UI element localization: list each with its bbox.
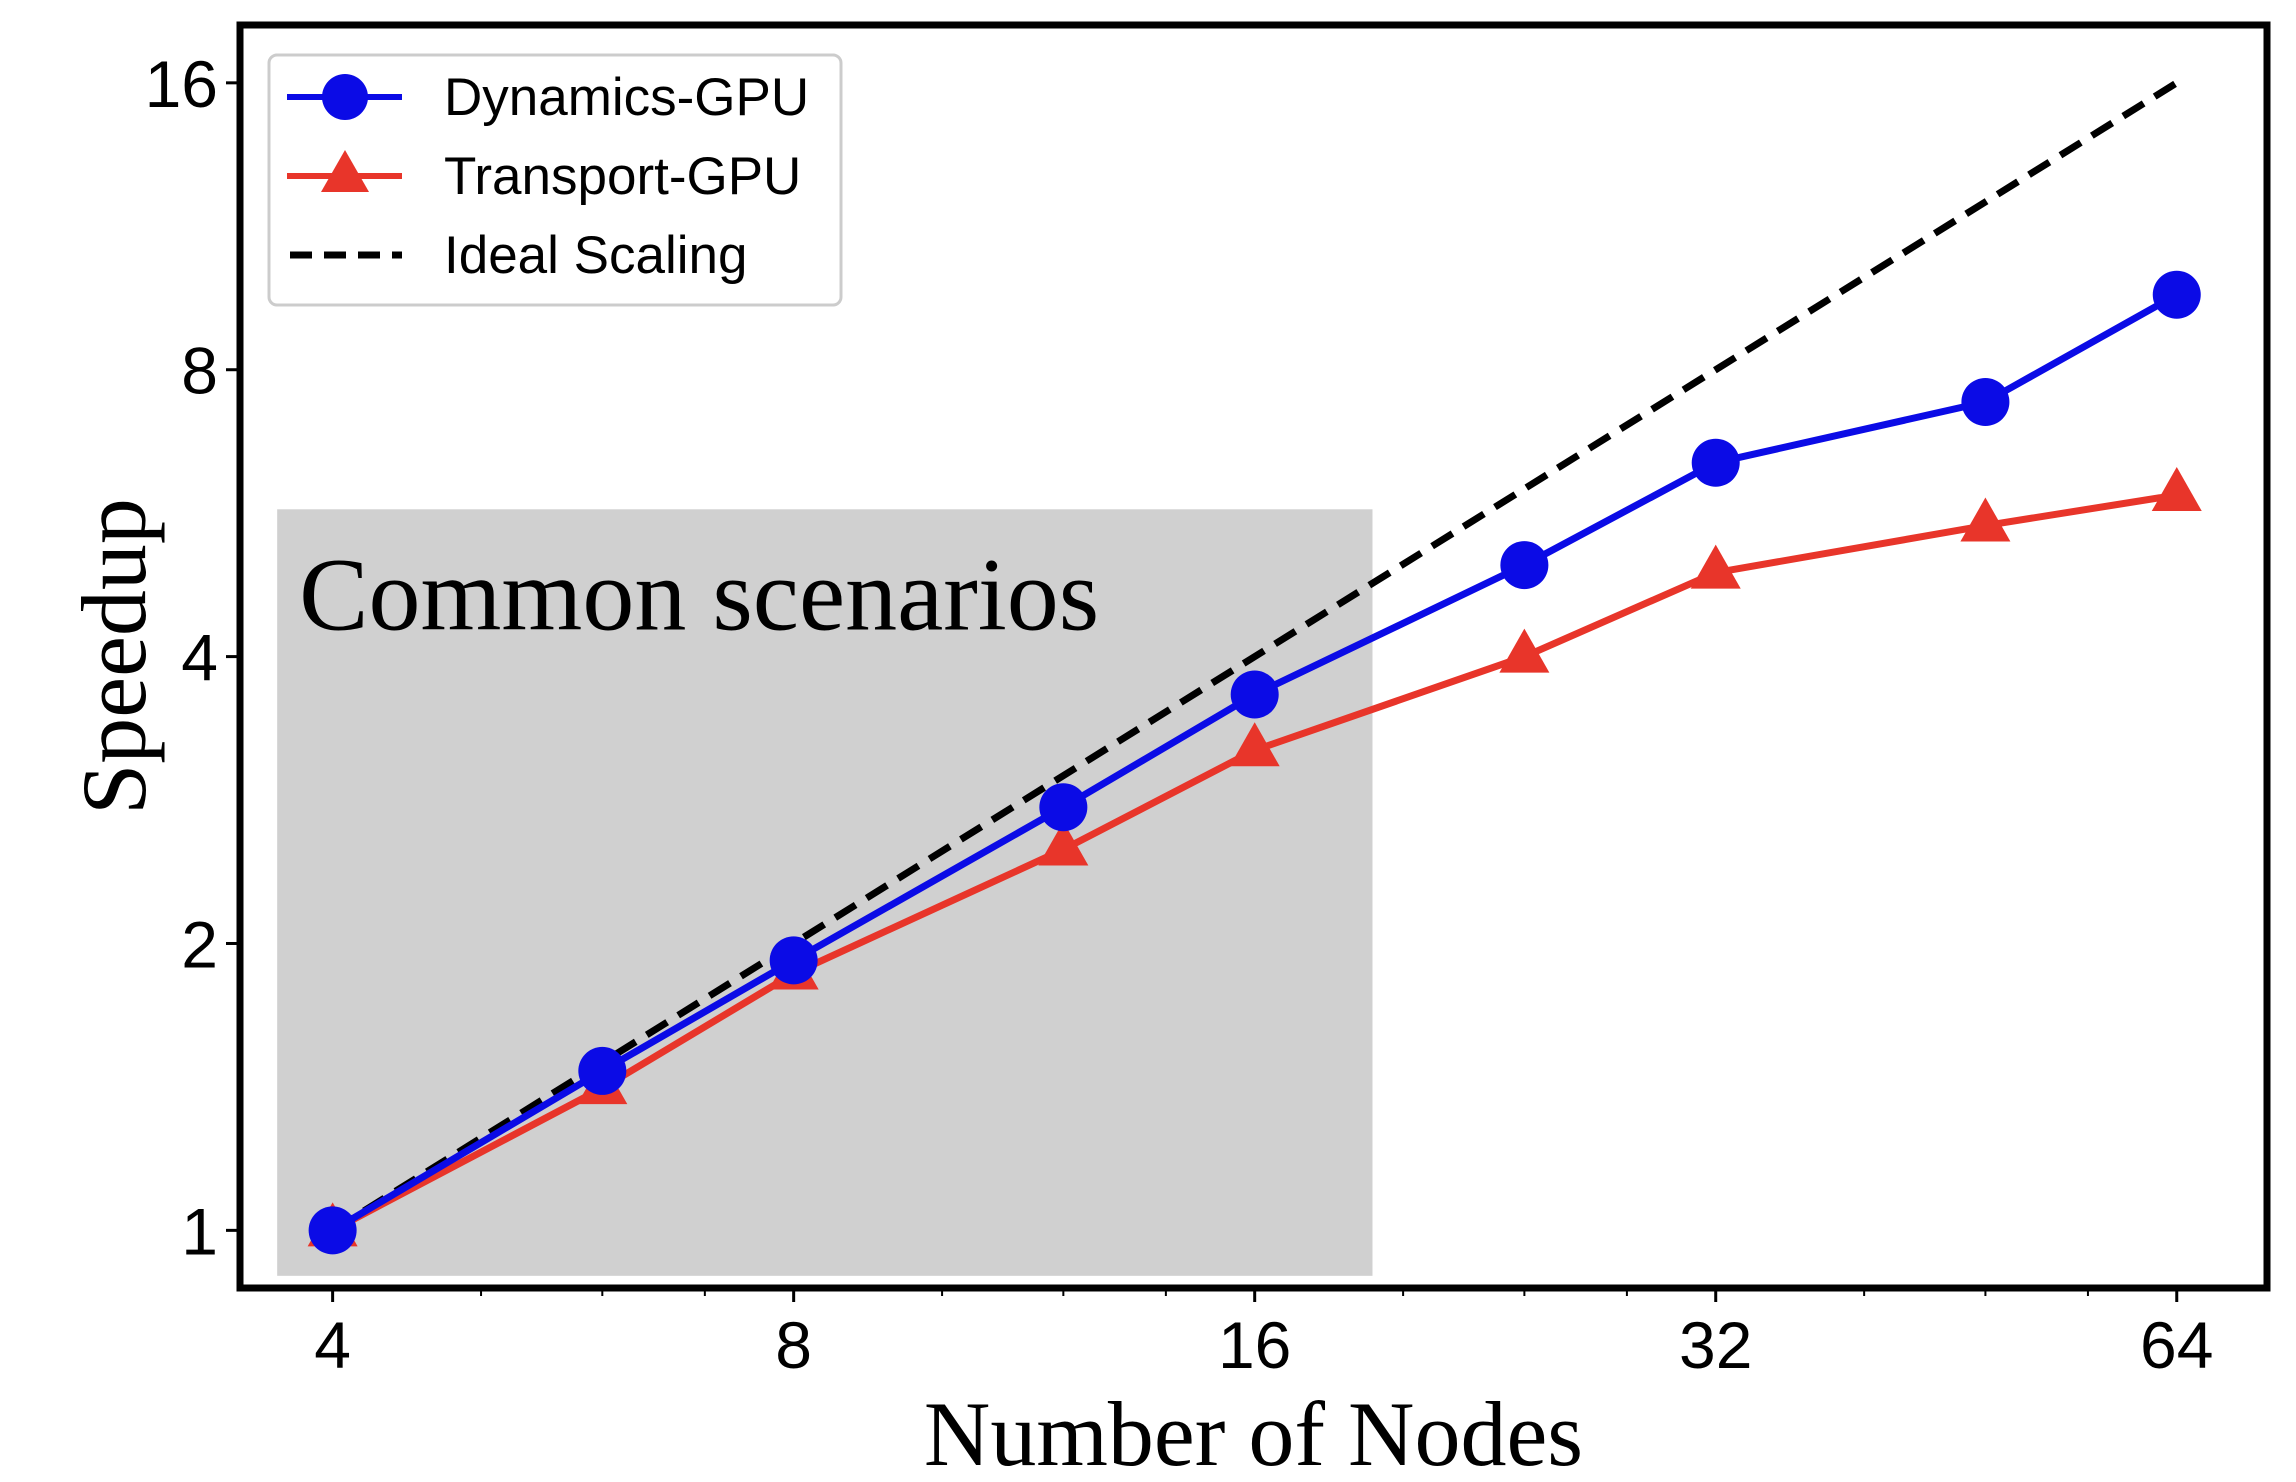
dynamics-gpu-point — [1691, 438, 1740, 487]
y-tick-label: 2 — [181, 907, 218, 981]
dynamics-gpu-point — [1961, 377, 2010, 426]
x-tick-label: 4 — [314, 1308, 351, 1382]
x-tick-label: 64 — [2140, 1308, 2213, 1382]
y-tick-label: 16 — [145, 47, 218, 121]
y-tick-label: 4 — [181, 621, 218, 695]
dynamics-gpu-point — [2152, 270, 2201, 319]
dynamics-gpu-point — [1500, 541, 1549, 590]
dynamics-gpu-point — [308, 1206, 357, 1255]
transport-gpu-point — [1690, 544, 1741, 589]
dynamics-gpu-point — [769, 936, 818, 985]
transport-gpu-point — [1499, 628, 1550, 673]
dynamics-gpu-point — [1230, 670, 1279, 719]
x-tick-label: 32 — [1679, 1308, 1752, 1382]
ideal-scaling-line — [330, 79, 2179, 1234]
x-axis-label: Number of Nodes — [924, 1383, 1583, 1482]
transport-gpu-point — [1038, 821, 1089, 866]
y-tick-label: 1 — [181, 1194, 218, 1268]
plot-frame — [236, 21, 2271, 1292]
legend-label-transport: Transport-GPU — [444, 147, 801, 206]
y-axis-label: Speedup — [63, 498, 165, 815]
legend-label-dynamics: Dynamics-GPU — [444, 68, 809, 127]
legend-circle-icon — [322, 74, 368, 120]
x-tick-label: 8 — [775, 1308, 812, 1382]
transport-gpu-point — [1229, 722, 1280, 767]
transport-gpu-point — [1960, 497, 2011, 542]
x-tick-label: 16 — [1218, 1308, 1291, 1382]
dynamics-gpu-point — [578, 1046, 627, 1095]
legend-label-ideal: Ideal Scaling — [444, 226, 747, 285]
dynamics-gpu-point — [1039, 783, 1088, 832]
legend: Dynamics-GPU Transport-GPU Ideal Scaling — [267, 53, 843, 307]
y-tick-label: 8 — [181, 334, 218, 408]
legend-box — [267, 53, 843, 307]
legend-triangle-icon — [321, 150, 369, 192]
transport-gpu-point — [2151, 467, 2202, 512]
annotation-common-scenarios: Common scenarios — [299, 537, 1099, 652]
